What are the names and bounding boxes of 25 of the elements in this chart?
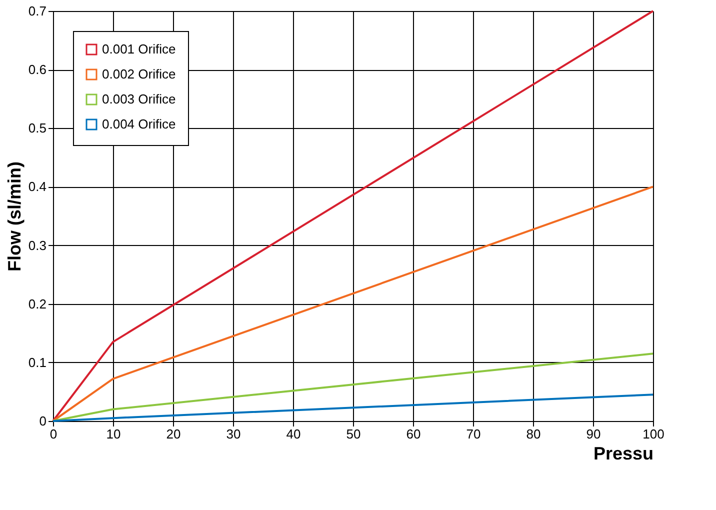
x-tick-label: 60 bbox=[406, 426, 421, 442]
x-tick-label: 90 bbox=[586, 426, 601, 442]
x-tick-label: 70 bbox=[466, 426, 481, 442]
x-tick-label: 0 bbox=[50, 426, 58, 442]
x-axis-title: Pressu bbox=[593, 444, 654, 464]
y-tick-label: 0.5 bbox=[28, 120, 46, 136]
y-tick-label: 0.7 bbox=[28, 4, 46, 18]
legend-label: 0.004 Orifice bbox=[102, 116, 176, 132]
x-tick-label: 40 bbox=[286, 426, 301, 442]
y-tick-label: 0.3 bbox=[28, 238, 46, 253]
legend-label: 0.001 Orifice bbox=[102, 42, 176, 56]
y-tick-label: 0.6 bbox=[28, 62, 46, 78]
y-tick-label: 0.4 bbox=[28, 179, 46, 194]
x-tick-label: 10 bbox=[106, 426, 121, 442]
y-tick-label: 0.2 bbox=[28, 296, 46, 312]
x-tick-label: 30 bbox=[226, 426, 241, 442]
x-tick-label: 20 bbox=[166, 426, 181, 442]
x-tick-label: 50 bbox=[346, 426, 361, 442]
y-tick-label: 0 bbox=[39, 414, 46, 428]
legend-label: 0.003 Orifice bbox=[102, 92, 176, 106]
y-tick-label: 0.1 bbox=[28, 354, 46, 370]
x-tick-label: 80 bbox=[526, 426, 541, 442]
legend-label: 0.002 Orifice bbox=[102, 66, 176, 82]
x-tick-label: 100 bbox=[642, 426, 664, 442]
y-axis-title: Flow (sl/min) bbox=[4, 162, 24, 272]
